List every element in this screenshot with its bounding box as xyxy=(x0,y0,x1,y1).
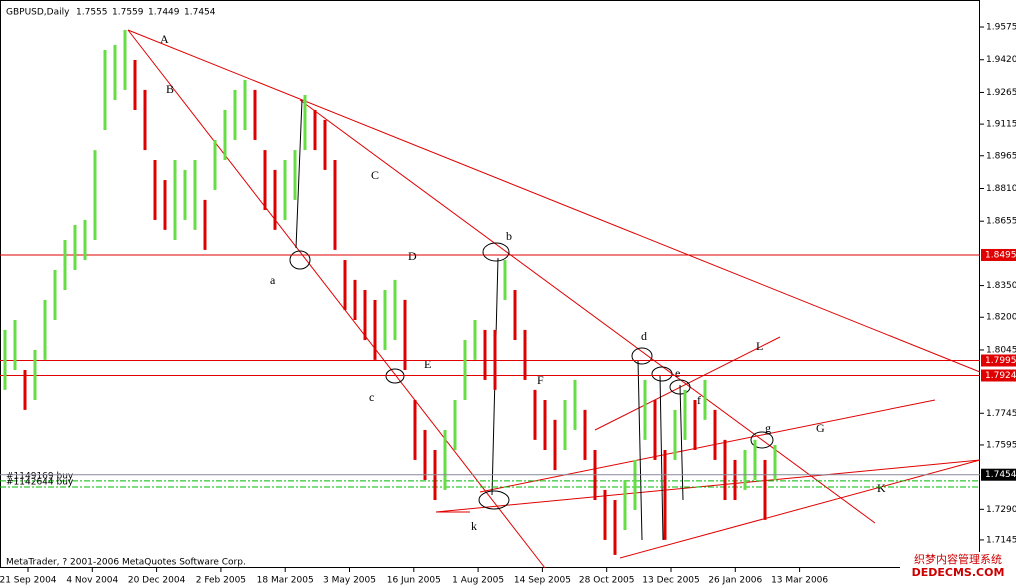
x-tick-label: 1 Aug 2005 xyxy=(452,576,504,586)
trendlines xyxy=(127,29,981,569)
header-value: 1.7454 xyxy=(184,8,216,18)
current-price-label: 1.7454 xyxy=(985,470,1016,480)
x-tick-label: 14 Sep 2005 xyxy=(514,576,571,586)
drawn-circle xyxy=(289,250,311,270)
trendline xyxy=(619,459,981,559)
header-value: 1.7559 xyxy=(112,8,144,18)
x-tick-label: 28 Oct 2005 xyxy=(579,576,635,586)
annotation: L xyxy=(756,339,763,353)
x-tick-label: 21 Sep 2004 xyxy=(0,576,57,586)
x-tick-label: 4 Nov 2004 xyxy=(66,576,118,586)
y-tick-label: 1.8200 xyxy=(986,313,1016,323)
y-tick-label: 1.7745 xyxy=(986,409,1016,419)
x-tick-label: 16 Jun 2005 xyxy=(387,576,441,586)
drawn-circle xyxy=(651,366,673,382)
drawn-line xyxy=(659,374,664,541)
header-values: 1.7555 1.7559 1.7449 1.7454 xyxy=(76,8,216,18)
current-price-box xyxy=(981,468,1016,481)
annotation: G xyxy=(816,421,825,435)
annotation: C xyxy=(371,168,379,182)
annotation: d xyxy=(641,329,647,343)
y-tick-label: 1.8810 xyxy=(986,184,1016,194)
drawn-line xyxy=(637,359,643,541)
x-tick-label: 20 Dec 2004 xyxy=(128,576,186,586)
trendline xyxy=(594,336,781,431)
footer: MetaTrader, ? 2001-2006 MetaQuotes Softw… xyxy=(6,558,246,568)
level-box xyxy=(981,248,1016,261)
level-label: 1.8495 xyxy=(985,250,1016,260)
x-tick-label: 18 Mar 2005 xyxy=(257,576,314,586)
annotation: k xyxy=(471,519,477,533)
watermark: DEDECMS.COM xyxy=(912,566,1005,579)
header-value: 1.7449 xyxy=(148,8,180,18)
level-box xyxy=(981,369,1016,382)
drawn-line xyxy=(295,99,303,249)
level-label: 1.7924 xyxy=(985,371,1016,381)
order-label: #1149169 buy xyxy=(6,471,74,481)
annotation: e xyxy=(675,366,680,380)
y-tick-label: 1.9265 xyxy=(986,88,1016,98)
trendline xyxy=(435,459,981,513)
drawn-circle xyxy=(631,347,653,365)
level-box xyxy=(981,354,1016,367)
plot-border xyxy=(0,0,980,568)
annotation: g xyxy=(765,421,771,435)
annotation: B xyxy=(166,82,174,96)
trendline xyxy=(127,29,981,373)
annotation: f xyxy=(697,393,701,407)
drawn-circle xyxy=(669,379,691,395)
annotation: a xyxy=(270,273,276,287)
x-tick-label: 13 Dec 2005 xyxy=(642,576,700,586)
level-label: 1.7995 xyxy=(985,356,1016,366)
annotation: A xyxy=(160,32,169,46)
header-value: 1.7555 xyxy=(76,8,108,18)
annotation: c xyxy=(369,390,374,404)
order-label: #1142644 buy xyxy=(6,477,74,487)
annotation: K xyxy=(877,481,886,495)
y-tick-label: 1.8350 xyxy=(986,281,1016,291)
watermark: 织梦内容管理系统 xyxy=(914,552,1002,566)
x-tick-label: 2 Feb 2005 xyxy=(196,576,246,586)
annotation: D xyxy=(408,249,417,263)
watermark-bg xyxy=(900,552,1016,578)
y-tick-label: 1.9115 xyxy=(986,120,1016,130)
y-tick-label: 1.8965 xyxy=(986,151,1016,161)
drawn-line xyxy=(679,384,684,501)
annotation: F xyxy=(537,373,544,387)
y-tick-label: 1.7595 xyxy=(986,440,1016,450)
drawn-circle xyxy=(478,490,510,510)
trendline xyxy=(299,99,876,524)
trendline xyxy=(127,29,546,569)
y-tick-label: 1.8045 xyxy=(986,345,1016,355)
trendline xyxy=(479,399,936,493)
x-tick-label: 26 Jan 2006 xyxy=(708,576,762,586)
annotation: E xyxy=(424,357,431,371)
x-tick-label: 13 Mar 2006 xyxy=(771,576,828,586)
annotation: b xyxy=(506,229,512,243)
drawn-circle xyxy=(750,431,774,449)
y-tick-label: 1.7290 xyxy=(986,505,1016,515)
y-tick-label: 1.7145 xyxy=(986,535,1016,545)
x-tick-label: 3 May 2005 xyxy=(323,576,376,586)
y-tick-label: 1.9420 xyxy=(986,55,1016,65)
drawn-circle xyxy=(482,242,510,262)
chart-title: GBPUSD,Daily xyxy=(6,8,70,18)
y-tick-label: 1.9575 xyxy=(986,23,1016,33)
y-tick-label: 1.8655 xyxy=(986,217,1016,227)
annotation-labels: A B C D E F G K L a b c d e f g k xyxy=(160,32,886,533)
